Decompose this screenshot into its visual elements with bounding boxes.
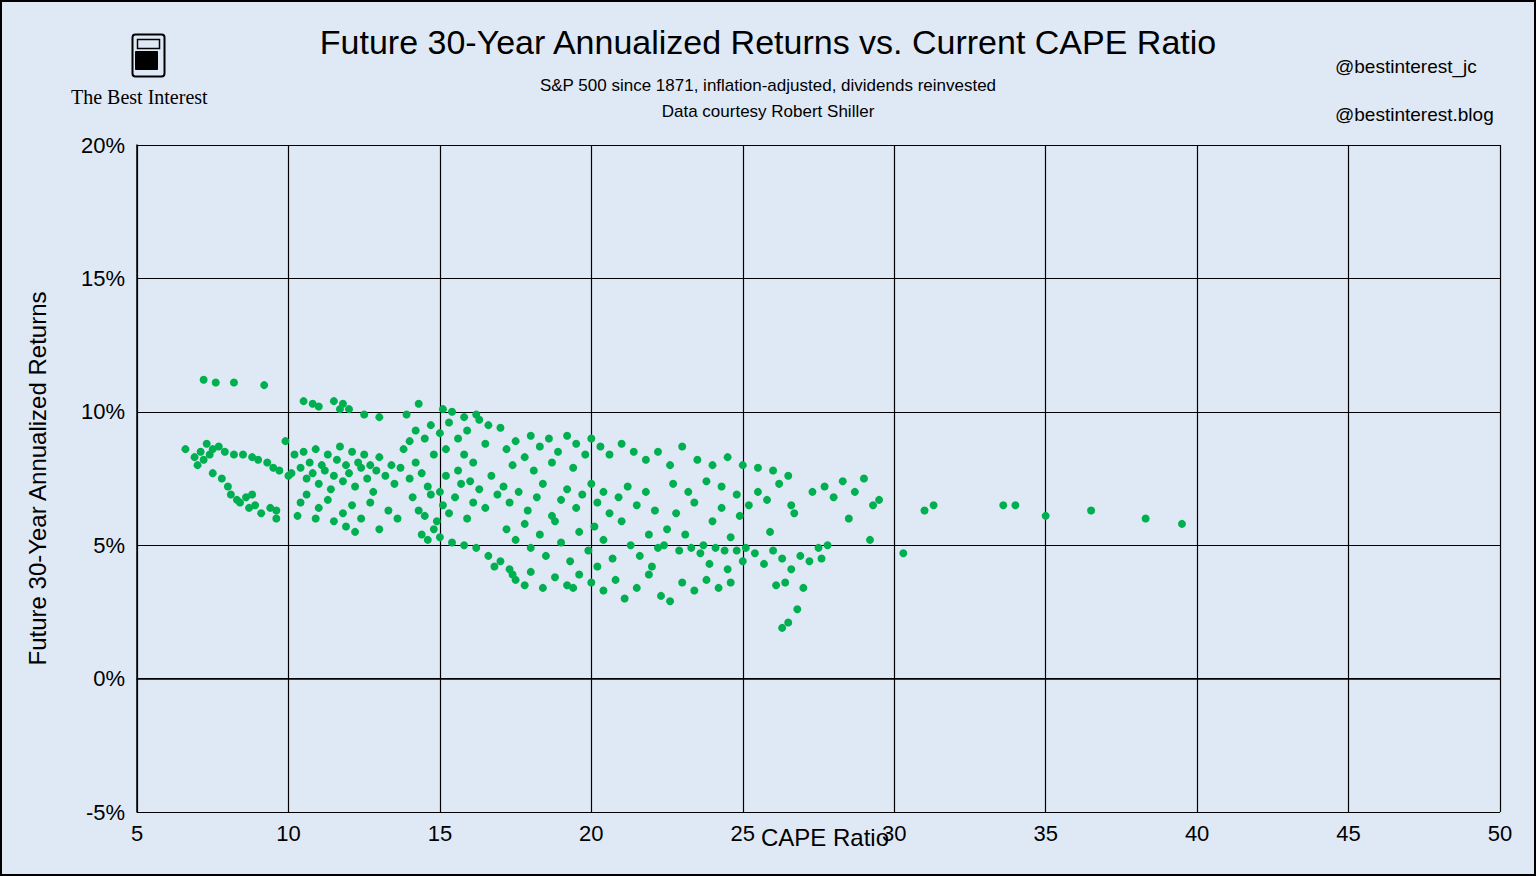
svg-text:20: 20 bbox=[579, 821, 603, 846]
svg-text:35: 35 bbox=[1033, 821, 1057, 846]
svg-text:Data courtesy Robert Shiller: Data courtesy Robert Shiller bbox=[662, 102, 875, 121]
svg-text:S&P 500 since 1871, inflation-: S&P 500 since 1871, inflation-adjusted, … bbox=[540, 76, 996, 95]
svg-text:50: 50 bbox=[1488, 821, 1512, 846]
svg-text:5%: 5% bbox=[93, 533, 125, 558]
svg-text:Future 30-Year Annualized Retu: Future 30-Year Annualized Returns vs. Cu… bbox=[320, 23, 1216, 61]
svg-text:45: 45 bbox=[1336, 821, 1360, 846]
svg-text:20%: 20% bbox=[81, 133, 125, 158]
svg-text:0%: 0% bbox=[93, 666, 125, 691]
svg-text:5: 5 bbox=[131, 821, 143, 846]
svg-text:@bestinterest_jc: @bestinterest_jc bbox=[1335, 56, 1477, 78]
svg-text:10%: 10% bbox=[81, 399, 125, 424]
svg-text:15: 15 bbox=[428, 821, 452, 846]
svg-text:40: 40 bbox=[1185, 821, 1209, 846]
svg-text:@bestinterest.blog: @bestinterest.blog bbox=[1335, 104, 1494, 125]
svg-text:10: 10 bbox=[276, 821, 300, 846]
svg-text:30: 30 bbox=[882, 820, 907, 846]
svg-text:25: 25 bbox=[731, 821, 755, 846]
svg-text:The Best Interest: The Best Interest bbox=[71, 86, 208, 108]
svg-text:15%: 15% bbox=[81, 266, 125, 291]
svg-text:-5%: -5% bbox=[86, 800, 125, 825]
svg-text:CAPE Ratio: CAPE Ratio bbox=[761, 824, 889, 851]
svg-text:Future 30-Year Annualized Retu: Future 30-Year Annualized Returns bbox=[24, 291, 51, 665]
